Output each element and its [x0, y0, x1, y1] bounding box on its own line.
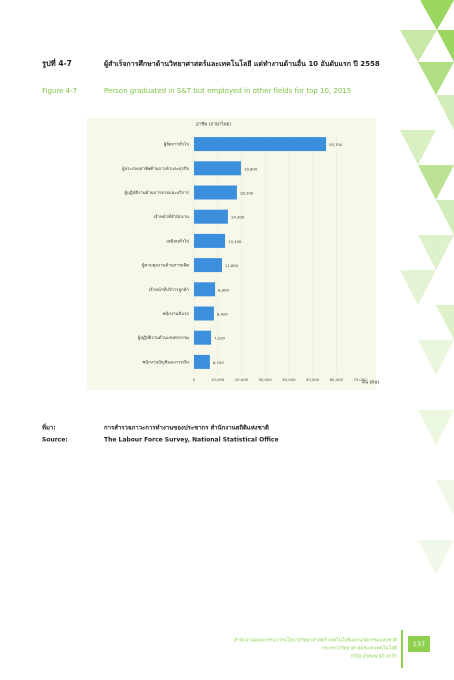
value-label: 8,900 — [218, 287, 229, 292]
page-number: 137 — [413, 640, 425, 648]
value-label: 18,100 — [240, 191, 254, 196]
y-tick-label: ผู้ควบคุมงานด้านการผลิต — [142, 263, 189, 269]
value-label: 7,200 — [214, 336, 225, 341]
footer-url: http://www.sti.or.th — [351, 654, 397, 660]
footer-rule — [401, 630, 403, 668]
figure-title-en: Person graduated in S&T but employed in … — [104, 87, 351, 95]
bar — [194, 233, 226, 248]
bar — [194, 161, 241, 176]
figure-label-en: Figure 4-7 — [42, 87, 77, 95]
bar — [194, 306, 214, 321]
figure-label-th: รูปที่ 4-7 — [42, 57, 72, 69]
value-label: 8,400 — [217, 312, 228, 317]
x-tick-label: 20,000 — [235, 377, 249, 382]
x-tick-label: 10,000 — [211, 377, 225, 382]
footer-line: สำนักงานคณะกรรมการนโยบายวิทยาศาสตร์ เทคโ… — [234, 637, 397, 644]
bar — [194, 354, 210, 369]
x-tick-label: 60,000 — [330, 377, 344, 382]
source-text-en: The Labour Force Survey, National Statis… — [104, 437, 279, 444]
y-tick-label: เจ้าหน้าที่บริการลูกค้า — [149, 286, 189, 293]
bar — [194, 185, 237, 200]
y-axis-title: อาชีพ (ภาษาไทย) — [196, 122, 231, 128]
y-tick-label: เจ้าหน้าที่สำนักงาน — [154, 213, 189, 220]
x-tick-label: 30,000 — [258, 377, 272, 382]
footer-line: กระทรวงวิทยาศาสตร์และเทคโนโลยี — [322, 645, 398, 652]
page-number-box — [408, 636, 430, 652]
figure-title-th: ผู้สำเร็จการศึกษาด้านวิทยาศาสตร์และเทคโน… — [104, 58, 380, 69]
value-label: 14,300 — [231, 215, 245, 220]
y-tick-label: พนักงานบัญชีและการเงิน — [142, 359, 189, 365]
x-axis-title: คน (คน) — [362, 380, 379, 386]
value-label: 55,700 — [329, 142, 343, 147]
bar — [194, 330, 212, 345]
y-tick-label: ผู้จัดการทั่วไป — [164, 141, 190, 148]
y-tick-label: ผู้ปฏิบัติงานด้านการขายและบริการ — [125, 190, 190, 196]
value-label: 6,700 — [213, 360, 224, 365]
chart: อาชีพ (ภาษาไทย) คน (คน) 0 10,000 20,000 30,… — [122, 122, 379, 386]
bar — [194, 282, 216, 297]
x-tick-label: 50,000 — [306, 377, 320, 382]
y-tick-label: เสมียนทั่วไป — [166, 237, 189, 244]
value-label: 13,100 — [228, 239, 242, 244]
bar — [194, 209, 228, 224]
bar — [194, 137, 327, 152]
y-tick-label: ผู้ประกอบอาชีพด้านการค้าและธุรกิจ — [122, 166, 190, 172]
x-tick-label: 40,000 — [282, 377, 296, 382]
source-label-th: ที่มา: — [42, 423, 56, 432]
value-label: 11,800 — [225, 263, 239, 268]
value-label: 19,800 — [244, 166, 258, 171]
x-tick-label: 0 — [193, 377, 196, 382]
x-tick-label: 70,000 — [353, 377, 367, 382]
source-label-en: Source: — [42, 437, 68, 444]
y-tick-label: ผู้ปฏิบัติงานด้านเกษตรกรรม — [138, 335, 189, 341]
decoration — [400, 0, 454, 575]
source-text-th: การสำรวจภาวะการทำงานของประชากร สำนักงานส… — [104, 424, 269, 432]
chart-panel — [87, 118, 376, 390]
y-tick-label: พนักงานขับรถ — [163, 311, 190, 317]
bar — [194, 258, 222, 273]
